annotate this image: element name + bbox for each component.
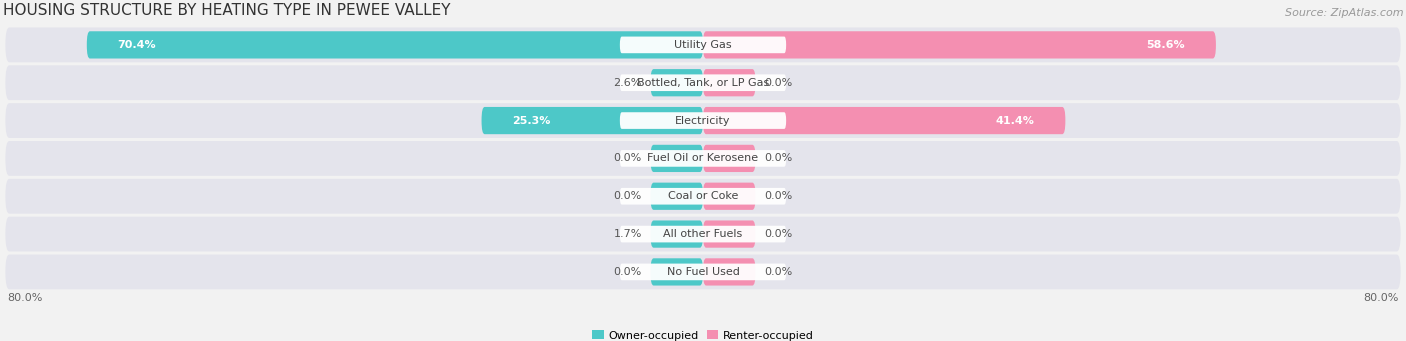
FancyBboxPatch shape [6,141,1400,176]
Text: 70.4%: 70.4% [118,40,156,50]
FancyBboxPatch shape [651,183,703,210]
FancyBboxPatch shape [703,107,1066,134]
Text: 1.7%: 1.7% [613,229,641,239]
Text: Bottled, Tank, or LP Gas: Bottled, Tank, or LP Gas [637,78,769,88]
Text: Source: ZipAtlas.com: Source: ZipAtlas.com [1285,8,1403,18]
FancyBboxPatch shape [651,221,703,248]
Text: Coal or Coke: Coal or Coke [668,191,738,201]
FancyBboxPatch shape [703,258,755,285]
FancyBboxPatch shape [6,254,1400,289]
Text: 2.6%: 2.6% [613,78,641,88]
FancyBboxPatch shape [620,150,786,167]
Text: 0.0%: 0.0% [765,78,793,88]
FancyBboxPatch shape [6,28,1400,62]
FancyBboxPatch shape [620,188,786,205]
FancyBboxPatch shape [651,258,703,285]
FancyBboxPatch shape [651,145,703,172]
Text: 41.4%: 41.4% [995,116,1035,125]
FancyBboxPatch shape [620,112,786,129]
Text: 0.0%: 0.0% [613,267,641,277]
Text: 0.0%: 0.0% [765,191,793,201]
Text: 58.6%: 58.6% [1147,40,1185,50]
FancyBboxPatch shape [651,69,703,97]
Text: All other Fuels: All other Fuels [664,229,742,239]
Text: 80.0%: 80.0% [1364,293,1399,303]
FancyBboxPatch shape [6,179,1400,214]
Text: 0.0%: 0.0% [765,267,793,277]
Text: 0.0%: 0.0% [613,153,641,163]
FancyBboxPatch shape [6,217,1400,252]
Text: 25.3%: 25.3% [512,116,551,125]
FancyBboxPatch shape [703,145,755,172]
Text: 0.0%: 0.0% [765,153,793,163]
FancyBboxPatch shape [620,264,786,280]
Text: 0.0%: 0.0% [765,229,793,239]
Text: 0.0%: 0.0% [613,191,641,201]
Text: Fuel Oil or Kerosene: Fuel Oil or Kerosene [647,153,759,163]
FancyBboxPatch shape [6,103,1400,138]
FancyBboxPatch shape [481,107,703,134]
FancyBboxPatch shape [87,31,703,59]
FancyBboxPatch shape [620,226,786,242]
Text: Electricity: Electricity [675,116,731,125]
Text: HOUSING STRUCTURE BY HEATING TYPE IN PEWEE VALLEY: HOUSING STRUCTURE BY HEATING TYPE IN PEW… [3,3,450,18]
FancyBboxPatch shape [620,36,786,53]
FancyBboxPatch shape [620,74,786,91]
Text: Utility Gas: Utility Gas [675,40,731,50]
FancyBboxPatch shape [703,31,1216,59]
FancyBboxPatch shape [703,221,755,248]
Legend: Owner-occupied, Renter-occupied: Owner-occupied, Renter-occupied [592,330,814,341]
Text: No Fuel Used: No Fuel Used [666,267,740,277]
Text: 80.0%: 80.0% [7,293,42,303]
FancyBboxPatch shape [703,183,755,210]
FancyBboxPatch shape [703,69,755,97]
FancyBboxPatch shape [6,65,1400,100]
